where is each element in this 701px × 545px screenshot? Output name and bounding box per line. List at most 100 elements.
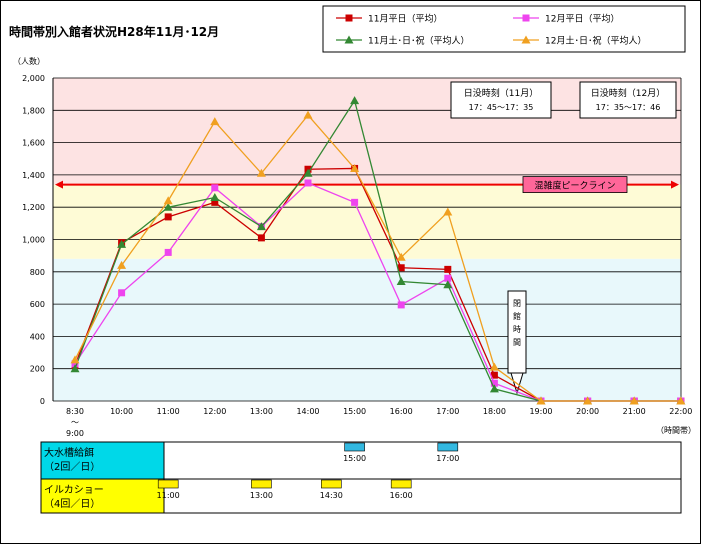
- series-point: [210, 117, 220, 126]
- y-tick-label: 0: [40, 397, 45, 406]
- x-tick-label-line: 8:30: [66, 407, 84, 416]
- series-point: [396, 252, 406, 261]
- schedule-row-title: イルカショー: [44, 484, 104, 496]
- y-tick-label: 1,400: [22, 171, 45, 180]
- chart-title: 時間帯別入館者状況H28年11月･12月: [9, 24, 219, 39]
- schedule-event-marker: [344, 442, 365, 452]
- series-point: [164, 248, 172, 256]
- sunset-box-time: 17：45～17：35: [469, 103, 534, 112]
- x-tick-label-line: 15:00: [343, 407, 366, 416]
- series-point: [210, 193, 220, 202]
- x-tick-label-line: 13:00: [250, 407, 273, 416]
- series-point: [256, 222, 266, 231]
- x-tick-label-line: ～: [71, 418, 79, 427]
- x-tick-label: 8:30 ～ 9:00: [66, 407, 84, 438]
- series-point: [351, 198, 359, 206]
- series-point: [396, 276, 406, 285]
- x-tick-label-line: 21:00: [623, 407, 646, 416]
- series-point: [536, 396, 546, 405]
- y-tick-label: 1,200: [22, 203, 45, 212]
- series-point: [118, 289, 126, 297]
- background-band: [53, 258, 681, 401]
- series-point: [257, 234, 265, 242]
- sunset-box: [579, 81, 677, 119]
- schedule-event-time: 11:00: [157, 491, 180, 500]
- schedule-event-marker: [437, 442, 459, 452]
- schedule-row-title: 大水槽給餌: [44, 446, 94, 459]
- x-tick-label: 17:00: [436, 407, 459, 416]
- x-tick-label-line: 10:00: [110, 407, 133, 416]
- schedule-event-time: 15:00: [343, 454, 366, 463]
- series-point: [304, 179, 312, 187]
- y-tick-label: 400: [30, 332, 45, 341]
- legend-swatch-marker: [521, 35, 531, 44]
- series-point: [164, 213, 172, 221]
- series-point: [70, 364, 80, 373]
- schedule-event-time: 17:00: [436, 454, 459, 463]
- sunset-box: [450, 81, 552, 119]
- x-tick-label-line: 9:00: [66, 429, 84, 438]
- closing-time-label-char: 間: [513, 338, 521, 347]
- x-tick-label: 10:00: [110, 407, 133, 416]
- schedule-event-marker: [320, 479, 342, 489]
- sunset-box-title: 日没時刻（12月）: [591, 87, 665, 99]
- sunset-box-title: 日没時刻（11月）: [464, 87, 538, 99]
- x-tick-label: 19:00: [529, 407, 552, 416]
- series-point: [163, 202, 173, 211]
- series-point: [583, 396, 593, 405]
- x-tick-label-line: 12:00: [203, 407, 226, 416]
- series-point: [444, 265, 452, 273]
- x-tick-label-line: 18:00: [483, 407, 506, 416]
- peak-line-label-box: [522, 176, 628, 193]
- schedule-event-marker: [251, 479, 272, 489]
- legend-label: 11月土･日･祝（平均人）: [368, 35, 469, 47]
- x-tick-label: 13:00: [250, 407, 273, 416]
- series-point: [489, 362, 499, 371]
- peak-line-arrow-right: [671, 180, 679, 189]
- series-point: [71, 360, 79, 368]
- schedule-row-header: [40, 441, 165, 480]
- series-point: [163, 196, 173, 205]
- x-tick-label-line: 11:00: [157, 407, 180, 416]
- closing-time-label-char: 館: [513, 311, 521, 321]
- y-axis-label: （人数）: [13, 56, 45, 66]
- x-tick-label-line: 17:00: [436, 407, 459, 416]
- series-point: [303, 110, 313, 119]
- series-point: [397, 264, 405, 272]
- y-tick-label: 1,800: [22, 106, 45, 115]
- schedule-row-frequency: （4回／日）: [44, 498, 100, 510]
- series-point: [629, 396, 639, 405]
- y-tick-label: 1,600: [22, 139, 45, 148]
- legend-label: 12月平日（平均）: [545, 13, 619, 25]
- closing-time-label-char: 時: [513, 325, 521, 334]
- schedule-row-frequency: （2回／日）: [44, 461, 100, 473]
- series-point: [70, 355, 80, 364]
- y-tick-label: 800: [30, 268, 45, 277]
- schedule-event-marker: [390, 479, 412, 489]
- x-tick-label: 20:00: [576, 407, 599, 416]
- x-tick-label: 22:00: [669, 407, 692, 416]
- series-point: [443, 207, 453, 216]
- schedule-event-time: 16:00: [390, 491, 413, 500]
- series-point: [211, 184, 219, 192]
- x-tick-label-line: 19:00: [529, 407, 552, 416]
- y-tick-label: 600: [30, 300, 45, 309]
- series-point: [444, 274, 452, 282]
- series-point: [490, 371, 498, 379]
- series-point: [117, 260, 127, 269]
- series-point: [490, 379, 498, 387]
- series-point: [397, 301, 405, 309]
- legend-label: 12月土･日･祝（平均人）: [545, 35, 646, 47]
- x-tick-label-line: 14:00: [296, 407, 319, 416]
- sunset-box-time: 17：35～17：46: [596, 103, 661, 112]
- x-tick-label: 21:00: [623, 407, 646, 416]
- series-point: [211, 198, 219, 206]
- y-tick-label: 200: [30, 365, 45, 374]
- x-tick-label: 16:00: [390, 407, 413, 416]
- x-tick-label: 15:00: [343, 407, 366, 416]
- legend-swatch-marker: [345, 14, 353, 22]
- series-point: [350, 96, 360, 105]
- series-point: [117, 239, 127, 248]
